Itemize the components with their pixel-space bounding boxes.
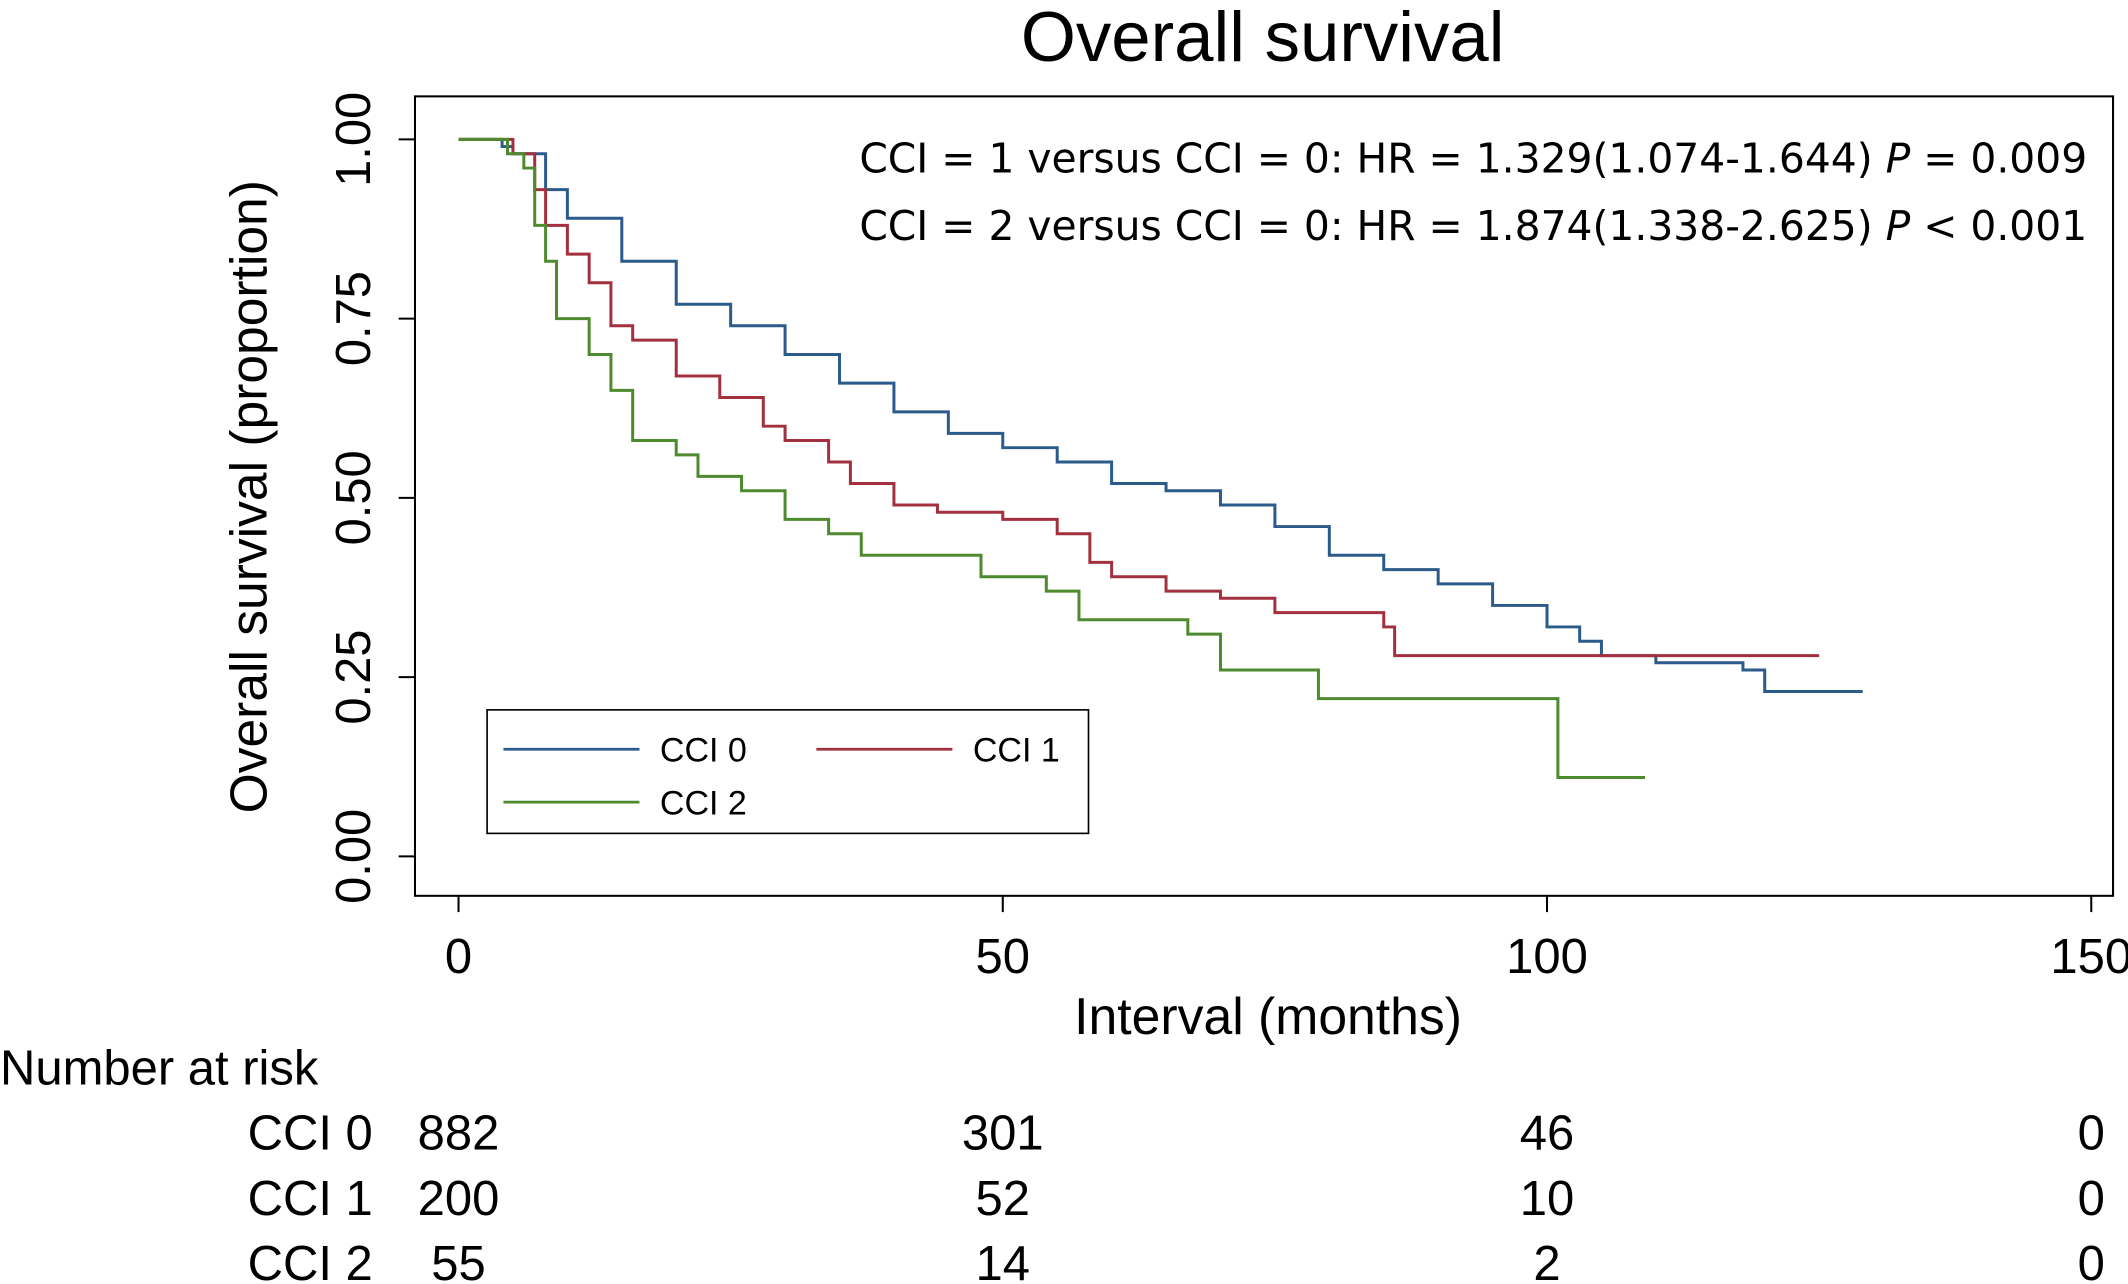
risk-count: 200: [418, 1172, 500, 1226]
annotation-part: P: [1873, 134, 1911, 182]
y-tick-label: 1.00: [327, 92, 381, 187]
survival-line: [458, 137, 1863, 693]
annotation-part: < 0.001: [1910, 202, 2087, 250]
annotation: CCI = 1 versus CCI = 0: HR = 1.329(1.074…: [859, 134, 2087, 182]
legend-label: CCI 0: [660, 731, 747, 769]
x-tick-label: 0: [445, 930, 472, 984]
risk-row-label: CCI 1: [248, 1172, 373, 1226]
risk-count: 55: [431, 1237, 485, 1284]
y-axis-title: Overall survival (proportion): [220, 180, 278, 813]
risk-count: 10: [1520, 1172, 1574, 1226]
x-axis-title: Interval (months): [1074, 987, 1462, 1045]
annotation-part: CCI = 1 versus CCI = 0: HR = 1.329(1.074…: [859, 134, 1872, 182]
y-tick-label: 0.50: [327, 450, 381, 545]
risk-count: 301: [962, 1107, 1044, 1161]
risk-count: 0: [2078, 1237, 2105, 1284]
y-tick-label: 0.75: [327, 271, 381, 366]
risk-count: 0: [2078, 1107, 2105, 1161]
risk-count: 2: [1533, 1237, 1560, 1284]
x-tick-label: 50: [976, 930, 1030, 984]
y-tick-label: 0.00: [327, 809, 381, 904]
risk-count: 882: [418, 1107, 500, 1161]
legend-label: CCI 2: [660, 784, 747, 822]
plot-frame: [413, 95, 2115, 897]
risk-count: 52: [976, 1172, 1030, 1226]
risk-count: 14: [976, 1237, 1030, 1284]
x-tick-label: 100: [1506, 930, 1588, 984]
risk-count: 0: [2078, 1172, 2105, 1226]
legend-box: [486, 709, 1090, 835]
survival-line: [458, 137, 1645, 780]
annotation-part: P: [1873, 202, 1911, 250]
risk-count: 46: [1520, 1107, 1574, 1161]
annotation-part: CCI = 2 versus CCI = 0: HR = 1.874(1.338…: [859, 202, 1872, 250]
x-tick-label: 150: [2050, 930, 2128, 984]
annotation: CCI = 2 versus CCI = 0: HR = 1.874(1.338…: [859, 202, 2087, 250]
annotation-part: = 0.009: [1910, 134, 2087, 182]
chart-title: Overall survival: [1021, 0, 1505, 76]
risk-table-title: Number at risk: [0, 1042, 319, 1096]
y-tick-label: 0.25: [327, 630, 381, 725]
risk-row-label: CCI 0: [248, 1107, 373, 1161]
legend-label: CCI 1: [973, 731, 1060, 769]
survival-line: [458, 137, 1820, 658]
risk-row-label: CCI 2: [248, 1237, 373, 1284]
